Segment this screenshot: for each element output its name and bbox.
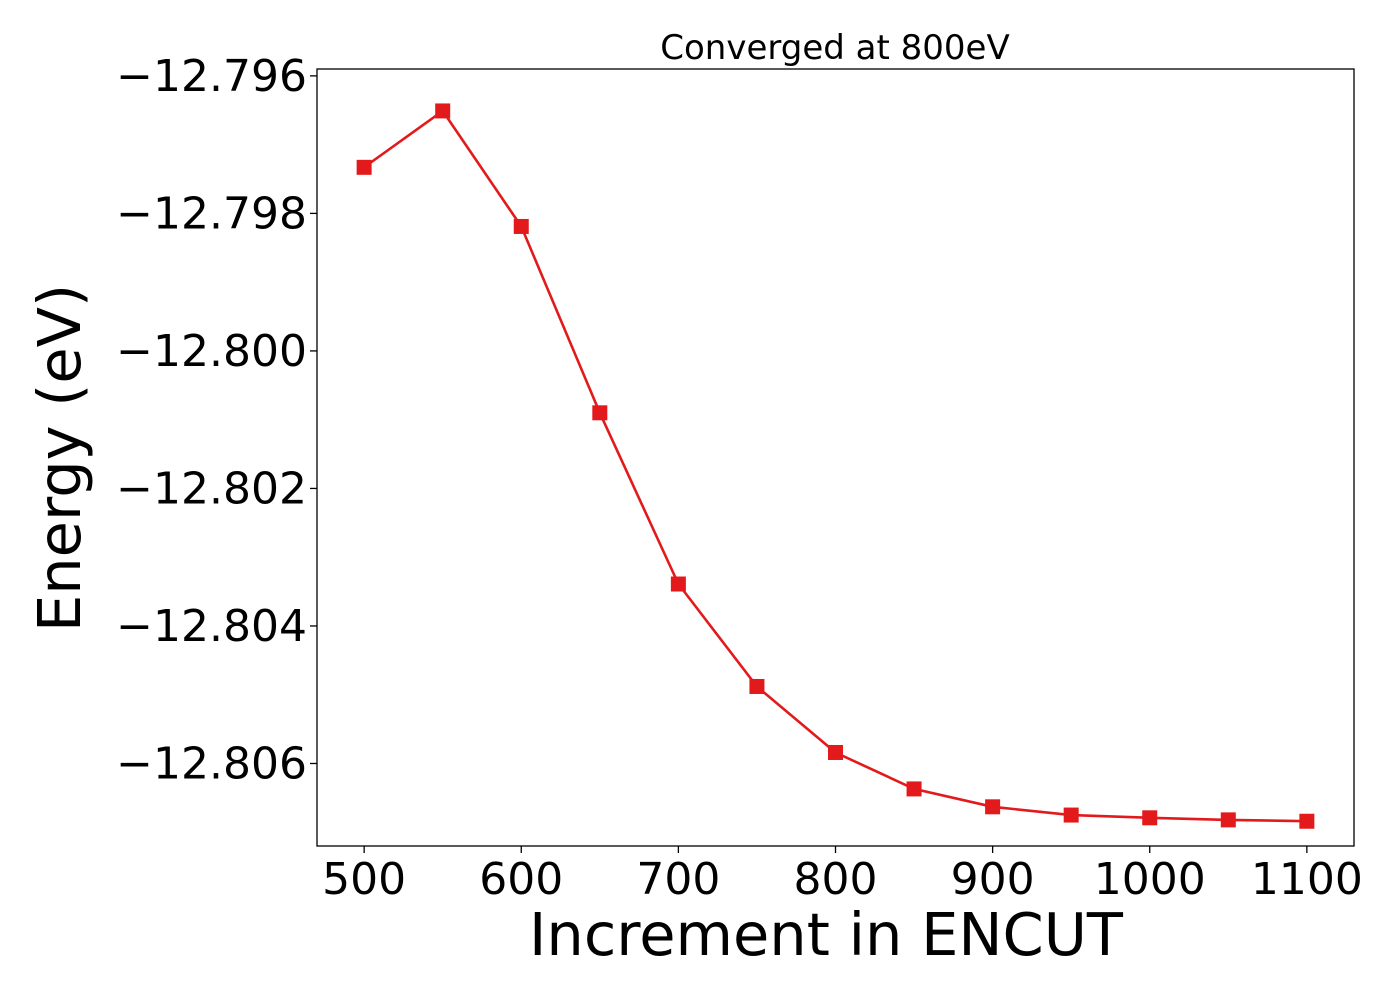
data-point-marker [1142, 810, 1158, 826]
plot-series [356, 103, 1315, 829]
data-point-marker [1063, 807, 1079, 823]
x-tick-label: 800 [794, 854, 878, 905]
data-point-marker [906, 781, 922, 797]
x-tick-label: 1000 [1094, 854, 1206, 905]
y-tick-label: −12.798 [116, 188, 307, 239]
y-tick-label: −12.800 [116, 326, 307, 377]
data-point-marker [749, 678, 765, 694]
x-tick-label: 900 [951, 854, 1035, 905]
data-point-marker [1220, 812, 1236, 828]
x-tick-label: 1100 [1251, 854, 1363, 905]
y-axis-ticks: −12.796 −12.798 −12.800 −12.802 −12.804 −12.8… [116, 51, 317, 789]
data-point-marker [435, 103, 451, 119]
y-tick-label: −12.802 [116, 463, 307, 514]
data-point-marker [513, 218, 529, 234]
data-point-marker [592, 405, 608, 421]
x-tick-label: 700 [636, 854, 720, 905]
y-tick-label: −12.806 [116, 738, 307, 789]
data-point-marker [985, 799, 1001, 815]
data-point-marker [670, 576, 686, 592]
data-point-marker [1299, 813, 1315, 829]
y-axis-label: Energy (eV) [25, 284, 94, 632]
x-tick-label: 500 [322, 854, 406, 905]
y-tick-label: −12.796 [116, 51, 307, 102]
x-axis-label: Increment in ENCUT [529, 900, 1124, 969]
plot-area-frame [316, 68, 1355, 847]
data-point-marker [356, 159, 372, 175]
x-axis-ticks: 500 600 700 800 900 1000 1100 [322, 846, 1363, 905]
chart-title: Converged at 800eV [660, 28, 1009, 68]
y-tick-label: −12.804 [116, 601, 307, 652]
data-point-marker [828, 744, 843, 760]
x-tick-label: 600 [479, 854, 563, 905]
